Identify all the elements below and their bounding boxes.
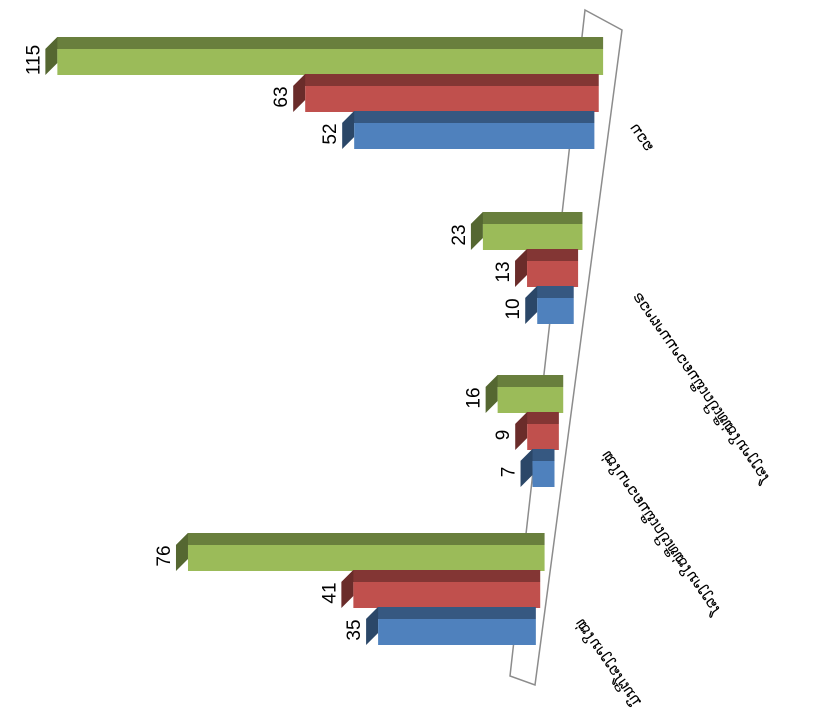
bar-value-label-3-2: 115 (23, 45, 44, 75)
bar-value-label-2-0: 10 (503, 298, 524, 319)
bar-top-0-1 (341, 570, 541, 582)
bar-value-label-3-0: 52 (320, 123, 341, 144)
category-label-2: ໂລງງານໃໝ່ທີ່ເປີດເພີ່ມຄວາມມາຕາວຣ (626, 289, 775, 489)
bar-2-2 (482, 224, 583, 250)
bar-end-3-2 (45, 37, 58, 75)
bar-3-2 (57, 49, 604, 75)
bar-end-0-2 (175, 533, 188, 571)
bar-value-label-0-1: 41 (319, 582, 340, 603)
bar-end-1-2 (485, 375, 498, 413)
bar-end-2-1 (515, 249, 528, 287)
bar-value-label-0-2: 76 (154, 545, 175, 566)
bar-end-3-0 (342, 111, 355, 149)
bar-value-label-1-2: 16 (464, 387, 485, 408)
bar-0-2 (187, 545, 545, 571)
bar-value-label-3-1: 63 (271, 86, 292, 107)
bar-end-1-0 (520, 449, 533, 487)
bar-0-0 (378, 619, 536, 645)
category-label-0: ມົນຕີໂລງງານໃໝ່ (570, 616, 645, 711)
bar-top-3-1 (293, 74, 599, 86)
bar-1-0 (532, 461, 555, 487)
bar-value-label-0-0: 35 (344, 619, 365, 640)
bar-end-1-1 (515, 412, 528, 450)
bar-2-1 (527, 261, 579, 287)
bar-end-2-0 (525, 286, 538, 324)
category-label-1: ໂລງງານໃໝ່ທີ່ເປີດເພີ່ມຄວາມໃໝ່ (595, 447, 725, 620)
bar-0-1 (353, 582, 541, 608)
bar-end-0-1 (341, 570, 354, 608)
bar-1-1 (527, 424, 559, 450)
bar-top-3-2 (45, 37, 604, 49)
bar-end-2-2 (470, 212, 483, 250)
bar-value-label-1-1: 9 (493, 430, 514, 441)
bar-3-1 (305, 86, 599, 112)
bar-top-2-0 (525, 286, 574, 298)
bar-top-0-0 (366, 607, 536, 619)
bar-end-0-0 (366, 607, 379, 645)
bar-2-0 (537, 298, 574, 324)
bar-top-1-2 (485, 375, 564, 387)
bars-layer (45, 37, 604, 645)
bar-value-label-2-1: 13 (493, 261, 514, 282)
category-label-3: ລວມ (625, 121, 657, 156)
bar-top-3-0 (342, 111, 595, 123)
bar-3-0 (354, 123, 595, 149)
bar-value-label-2-2: 23 (449, 224, 470, 245)
bar-1-2 (497, 387, 564, 413)
bar-end-3-1 (293, 74, 306, 112)
bar-top-0-2 (175, 533, 545, 545)
bar-value-label-1-0: 7 (499, 467, 520, 478)
bar-top-2-1 (515, 249, 579, 261)
bar-top-2-2 (470, 212, 583, 224)
